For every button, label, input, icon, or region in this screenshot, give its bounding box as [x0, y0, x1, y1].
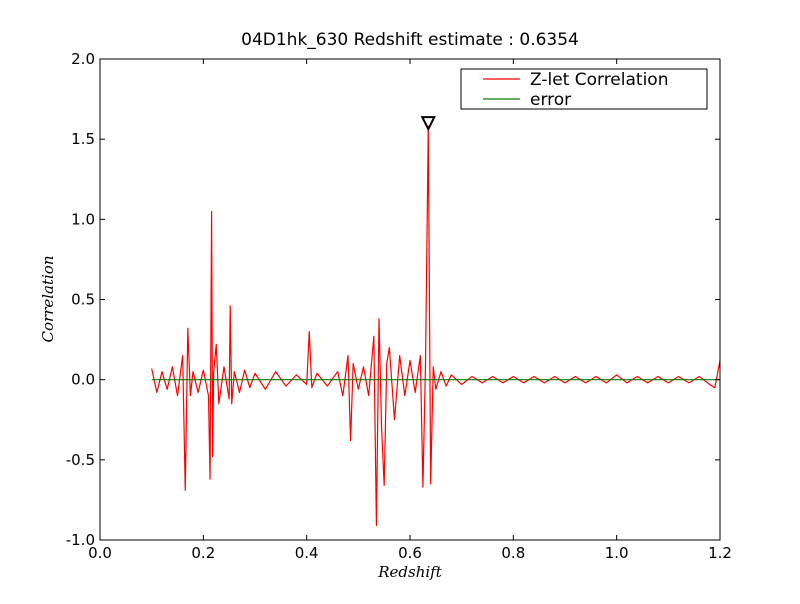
x-tick-label: 0.6 — [398, 544, 422, 562]
x-axis-ticks: 0.0 0.2 0.4 0.6 0.8 1.0 1.2 — [88, 59, 732, 562]
annotation-layer — [420, 116, 436, 132]
plot-area — [99, 58, 721, 541]
legend-label-z-let-correlation: Z-let Correlation — [530, 70, 668, 90]
x-tick-label: 0.4 — [295, 544, 319, 562]
x-tick-label: 0.0 — [88, 544, 112, 562]
series-line-z-let-correlation — [151, 125, 720, 527]
x-tick-label: 1.2 — [708, 544, 732, 562]
y-tick-label: 0.5 — [71, 291, 95, 309]
y-axis-label: Correlation — [39, 256, 57, 343]
legend-box — [460, 68, 708, 110]
y-tick-label: 1.5 — [71, 130, 95, 148]
series-layer — [151, 125, 720, 527]
chart-title: 04D1hk_630 Redshift estimate : 0.6354 — [241, 30, 579, 50]
x-tick-label: 1.0 — [605, 544, 629, 562]
y-tick-label: -0.5 — [66, 451, 95, 469]
peak-marker-triangle — [420, 116, 436, 132]
y-axis-ticks: -1.0 -0.5 0.0 0.5 1.0 1.5 2.0 — [66, 50, 720, 549]
plot-background — [100, 59, 720, 540]
x-axis-label: Redshift — [377, 563, 442, 581]
y-tick-label: 1.0 — [71, 210, 95, 228]
legend-label-error: error — [530, 90, 571, 110]
y-tick-label: 0.0 — [71, 371, 95, 389]
y-tick-label: -1.0 — [66, 531, 95, 549]
x-tick-label: 0.2 — [191, 544, 215, 562]
x-tick-label: 0.8 — [501, 544, 525, 562]
y-tick-label: 2.0 — [71, 50, 95, 68]
